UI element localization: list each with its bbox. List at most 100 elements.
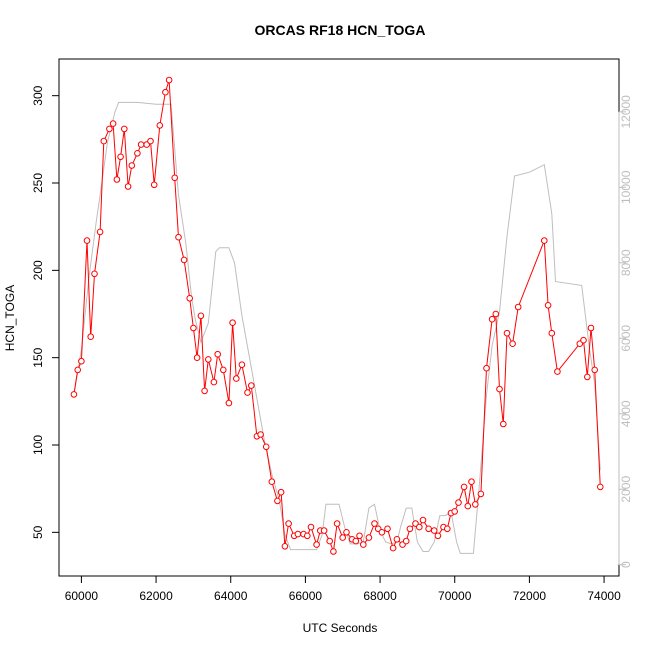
data-point	[313, 541, 320, 548]
data-point	[100, 137, 108, 145]
data-point	[193, 354, 201, 362]
y2-tick-label: 12000	[619, 95, 633, 129]
y-tick-label: 200	[31, 260, 45, 280]
data-point	[137, 141, 145, 148]
data-point	[165, 76, 173, 84]
data-point	[333, 520, 341, 527]
data-point	[488, 315, 496, 323]
y-axis-label: HCN_TOGA	[3, 285, 17, 351]
data-point	[384, 525, 391, 533]
x-tick-label: 74000	[587, 589, 621, 603]
y-tick-label: 150	[31, 347, 45, 367]
data-point	[460, 483, 468, 491]
data-point	[544, 302, 552, 309]
data-point	[74, 366, 81, 374]
data-point	[365, 534, 373, 541]
data-point	[205, 356, 212, 363]
data-point	[233, 375, 240, 382]
data-point	[156, 122, 164, 129]
data-point	[514, 303, 522, 311]
data-point	[416, 523, 423, 531]
data-point	[91, 270, 98, 278]
x-tick-label: 72000	[513, 589, 547, 603]
x-axis: 60000 62000 64000 66000 68000 70000 72000 74000	[65, 575, 621, 603]
data-point	[70, 391, 78, 398]
data-point	[541, 237, 548, 244]
data-point	[257, 431, 264, 438]
x-tick-label: 66000	[289, 589, 323, 603]
data-point	[124, 183, 132, 190]
data-point	[229, 319, 236, 327]
data-point	[83, 237, 91, 244]
data-point	[201, 387, 208, 395]
x-tick-label: 70000	[438, 589, 472, 603]
data-point	[106, 125, 113, 133]
data-point	[238, 361, 246, 369]
data-point	[87, 333, 94, 341]
y2-tick-label: 8000	[619, 249, 633, 276]
data-point	[128, 162, 136, 169]
data-point	[371, 520, 378, 527]
data-point	[472, 501, 479, 508]
data-point	[180, 256, 188, 264]
data-point	[121, 125, 128, 133]
x-tick-label: 62000	[139, 589, 173, 603]
data-point	[117, 153, 124, 161]
data-point	[496, 385, 503, 393]
data-point	[320, 527, 328, 534]
data-point	[281, 543, 289, 550]
data-point	[244, 389, 251, 396]
data-point	[307, 523, 315, 531]
primary-series-line	[73, 79, 601, 552]
data-point	[285, 520, 292, 527]
data-point	[548, 329, 556, 337]
data-point	[483, 364, 490, 372]
data-point	[274, 497, 281, 505]
data-point	[147, 137, 154, 145]
y2-tick-label: 6000	[619, 325, 633, 352]
data-point	[150, 181, 158, 189]
data-point	[378, 529, 386, 536]
data-point	[455, 499, 462, 506]
plot-frame	[58, 58, 620, 577]
data-point	[584, 373, 591, 381]
y-axis-right: 0 2000 4000 6000 8000 10000 12000	[618, 95, 633, 568]
data-point	[326, 537, 334, 545]
data-point	[468, 478, 475, 486]
data-point	[96, 228, 104, 236]
data-point	[214, 350, 221, 358]
y-axis-left: 50 100 150 200 250 300	[31, 85, 60, 539]
data-point	[248, 382, 255, 389]
data-point	[587, 324, 595, 332]
data-point	[277, 488, 285, 496]
data-point	[210, 378, 218, 386]
data-point	[393, 536, 401, 543]
data-point	[175, 233, 182, 241]
y2-tick-label: 10000	[619, 170, 633, 204]
y-tick-label: 300	[31, 85, 45, 105]
data-point	[591, 366, 599, 374]
data-point	[580, 336, 587, 344]
data-point	[330, 548, 337, 555]
data-point	[451, 508, 459, 515]
data-point	[389, 544, 397, 552]
data-point	[500, 420, 507, 428]
data-point	[597, 483, 604, 491]
data-point	[509, 340, 516, 348]
data-point	[434, 532, 442, 540]
y-tick-label: 100	[31, 435, 45, 455]
data-point	[197, 312, 205, 320]
data-point	[425, 525, 432, 533]
data-point	[477, 490, 485, 498]
data-point	[190, 324, 197, 332]
data-point	[464, 502, 472, 510]
data-point	[162, 88, 169, 96]
data-point	[113, 176, 121, 183]
data-point	[225, 399, 233, 407]
y2-tick-label: 0	[619, 561, 633, 568]
data-point	[268, 478, 276, 486]
data-point	[444, 525, 451, 533]
y2-tick-label: 4000	[619, 400, 633, 427]
chart-title: ORCAS RF18 HCN_TOGA	[255, 22, 426, 38]
data-point	[294, 530, 302, 538]
